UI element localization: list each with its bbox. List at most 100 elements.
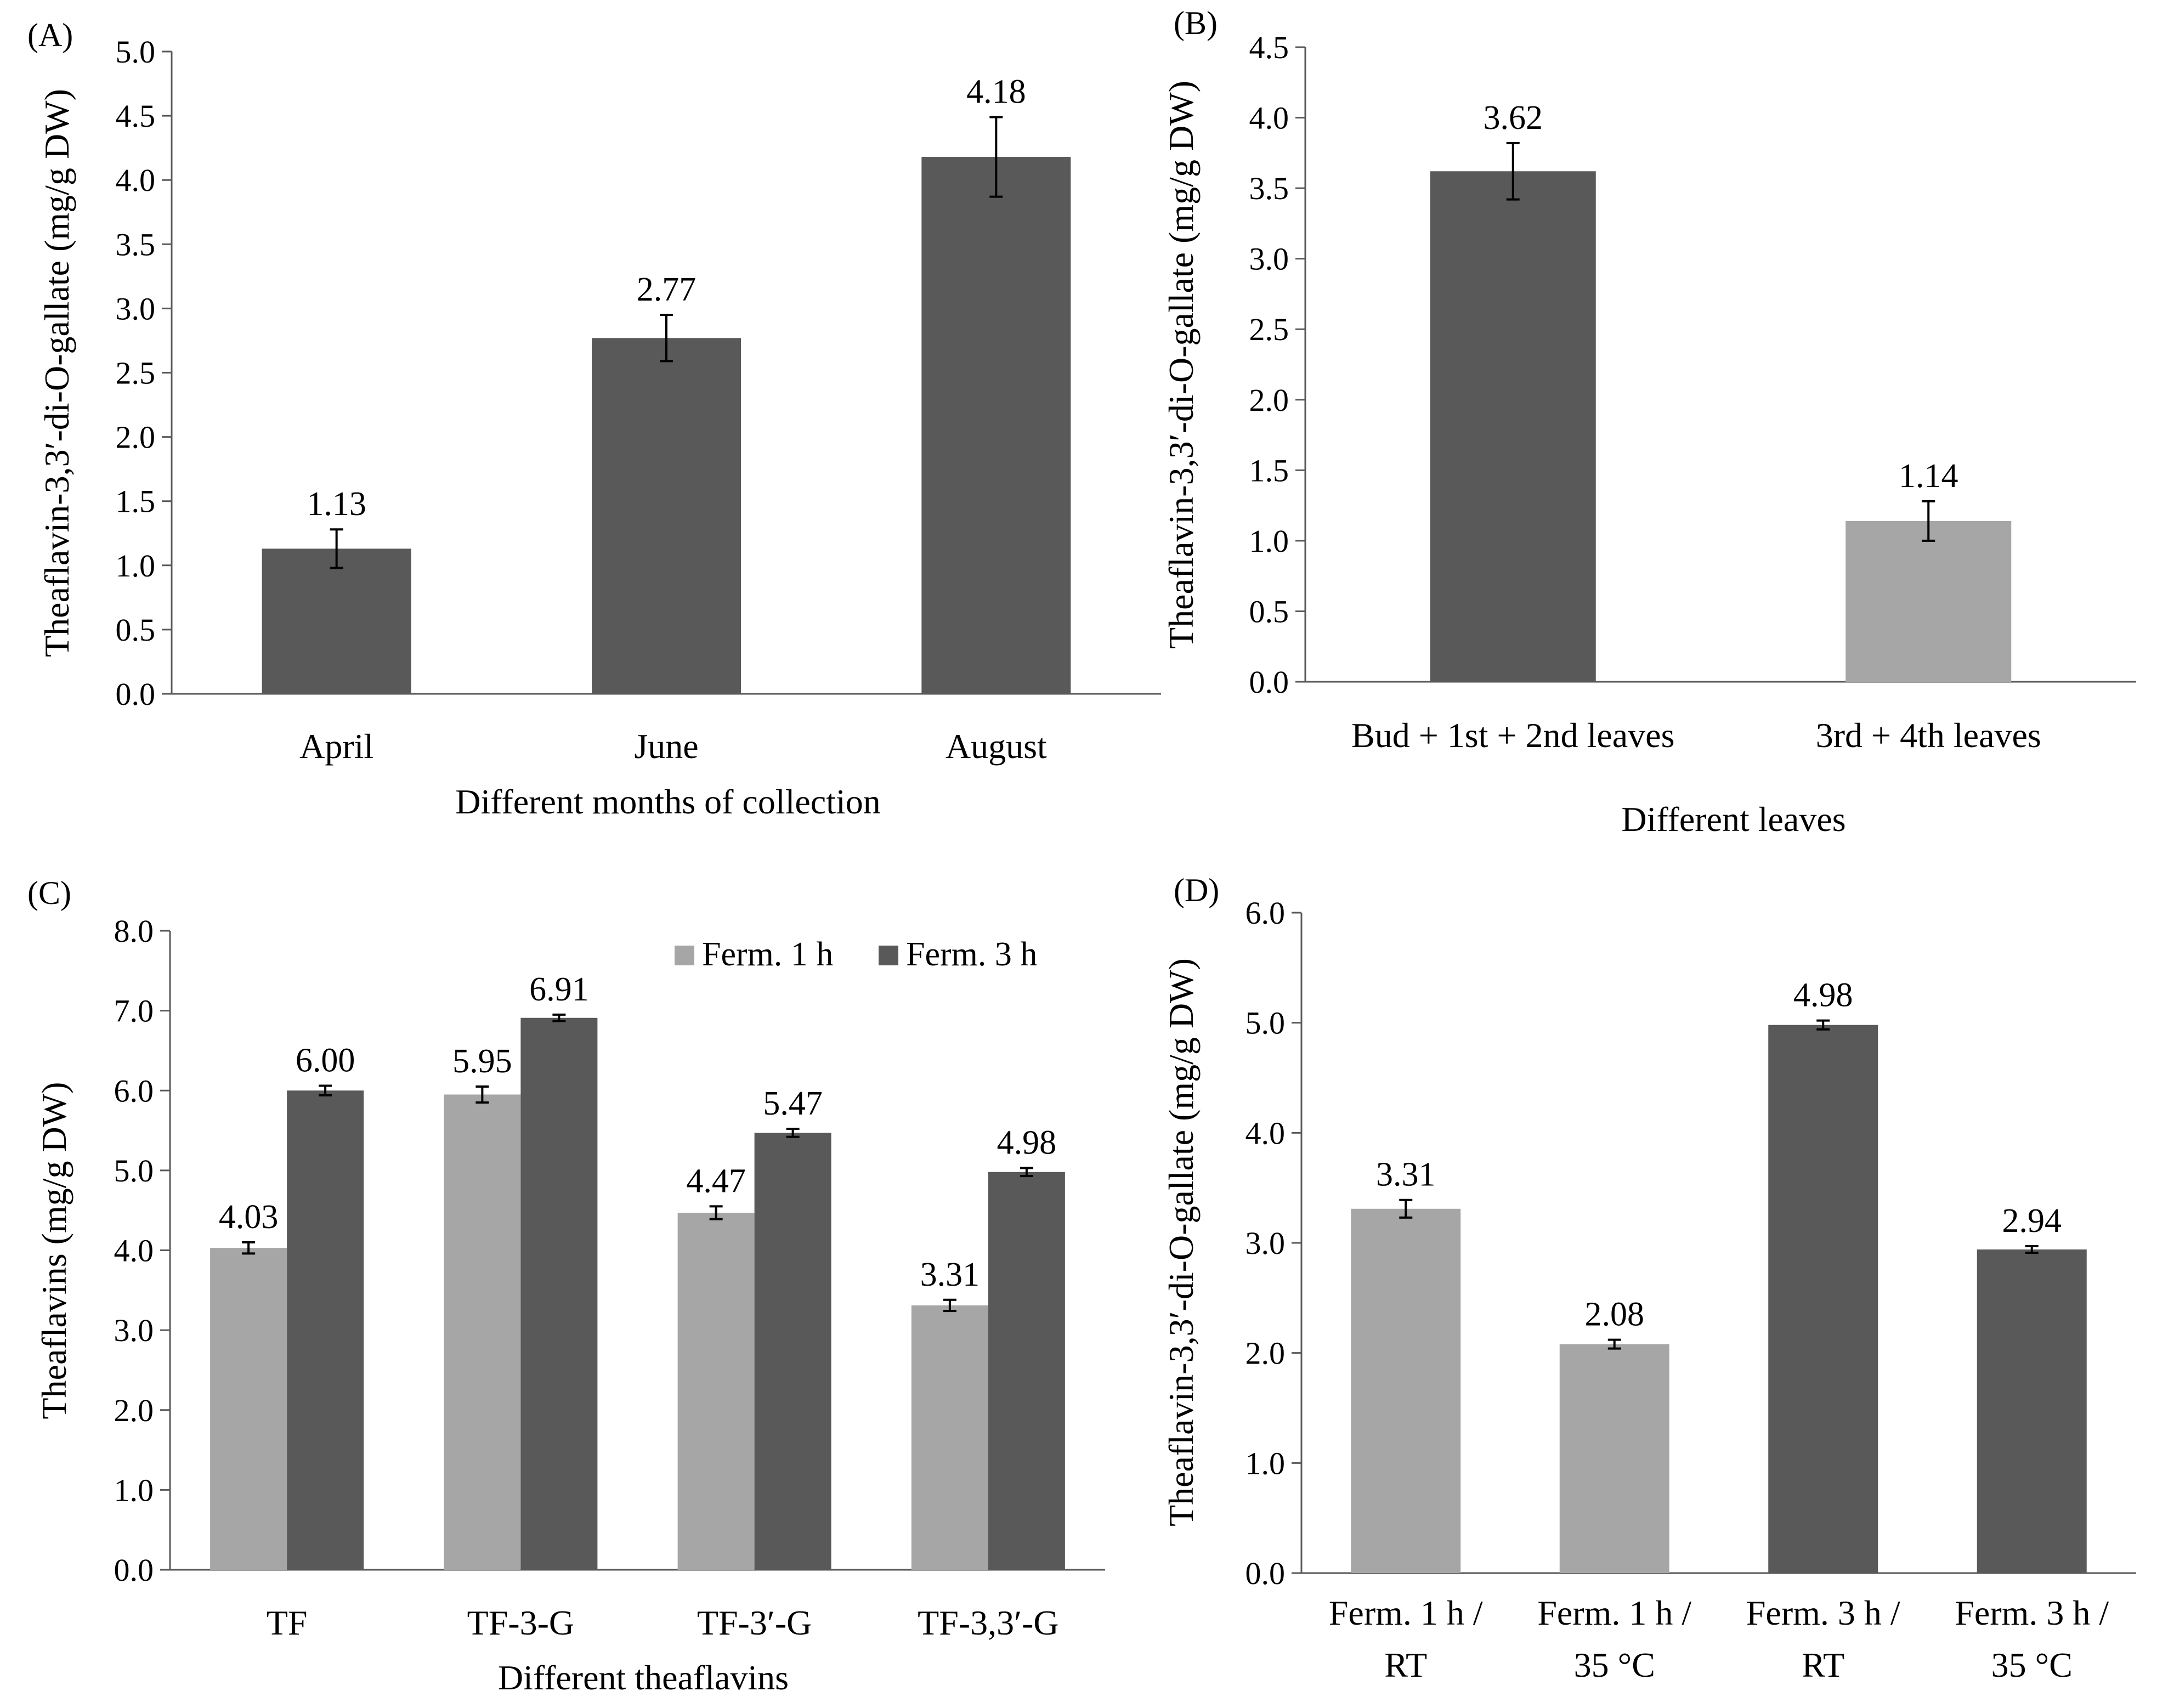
legend-swatch [879,946,898,965]
panel-label: (D) [1174,872,1219,908]
x-category-label: Ferm. 1 h / [1537,1593,1691,1632]
x-axis-title: Different months of collection [455,782,881,821]
bar [1977,1249,2087,1573]
x-category-label: June [634,727,698,766]
x-category-label: August [946,727,1047,766]
x-category-label: TF-3-G [467,1603,575,1642]
y-tick-label: 3.0 [1249,241,1289,277]
panel-1: (B) 0.0 0.5 1.0 1.5 2.0 2.5 3.0 3.5 4.0 4.5 Theafla… [1162,5,2136,839]
y-tick-label: 0.5 [116,612,156,648]
y-tick-label: 5.0 [116,34,156,70]
data-label: 1.13 [307,485,366,523]
data-label: 5.47 [763,1085,823,1122]
y-axis-title: Theaflavin-3,3′-di-O-gallate (mg/g DW) [37,89,76,657]
x-category-label: Ferm. 3 h / [1955,1593,2109,1632]
y-tick-label: 0.0 [114,1552,154,1588]
panel-label: (C) [27,875,71,911]
y-tick-label: 2.0 [1249,382,1289,418]
y-tick-label: 3.0 [116,291,156,326]
y-axis-title: Theaflavin-3,3′-di-O-gallate (mg/g DW) [1162,81,1201,649]
x-category-label: 3rd + 4th leaves [1816,716,2041,755]
x-axis-title: Different leaves [1621,800,1845,839]
data-label: 5.95 [452,1043,512,1080]
y-tick-label: 4.0 [116,162,156,198]
legend-label: Ferm. 3 h [906,936,1037,973]
data-label: 2.08 [1585,1296,1645,1333]
bar [1351,1208,1461,1573]
bar [520,1017,598,1570]
data-label: 4.98 [1793,977,1853,1014]
y-tick-label: 3.0 [1245,1225,1286,1261]
bar [754,1133,831,1570]
y-tick-label: 5.0 [114,1153,154,1189]
x-category-label: Ferm. 3 h / [1746,1593,1900,1632]
y-tick-label: 0.0 [1245,1556,1286,1591]
y-tick-label: 3.5 [1249,171,1289,206]
y-tick-label: 4.0 [1245,1115,1286,1151]
data-label: 6.00 [296,1042,355,1079]
data-label: 2.94 [2002,1202,2062,1240]
legend-swatch [675,946,694,965]
y-tick-label: 1.5 [1249,453,1289,488]
panel-label: (B) [1174,5,1218,41]
y-tick-label: 4.5 [116,98,156,134]
bar [677,1213,755,1570]
data-label: 3.31 [920,1256,980,1293]
x-axis-title: Different theaflavins [498,1658,789,1697]
x-category-label: Ferm. 1 h / [1329,1593,1483,1632]
bar [210,1248,287,1570]
x-category-label: RT [1802,1645,1844,1684]
legend-label: Ferm. 1 h [702,936,833,973]
y-tick-label: 0.0 [116,676,156,712]
panel-label: (A) [27,17,73,53]
y-tick-label: 5.0 [1245,1005,1286,1041]
bar [262,548,411,694]
data-label: 4.18 [966,73,1026,110]
panel-3: (D) 0.0 1.0 2.0 3.0 4.0 5.0 6.0 Theaflavin-3,3′-… [1162,872,2136,1684]
y-tick-label: 1.0 [1245,1445,1286,1481]
bar [1430,171,1596,682]
bar [1768,1025,1878,1573]
bar [444,1094,521,1570]
data-label: 3.62 [1484,99,1543,137]
data-label: 3.31 [1376,1156,1436,1194]
y-tick-label: 7.0 [114,993,154,1029]
y-tick-label: 8.0 [114,913,154,949]
y-tick-label: 4.0 [114,1233,154,1269]
y-tick-label: 2.5 [1249,312,1289,347]
x-category-label: TF-3′-G [697,1603,812,1642]
y-tick-label: 2.0 [116,420,156,455]
y-tick-label: 1.0 [114,1472,154,1508]
y-tick-label: 2.5 [116,355,156,391]
bar [921,157,1071,694]
y-tick-label: 3.0 [114,1313,154,1348]
data-label: 4.98 [997,1124,1057,1162]
data-label: 1.14 [1899,457,1958,495]
x-category-label: 35 °C [1991,1645,2073,1684]
y-axis-title: Theaflavins (mg/g DW) [35,1082,73,1419]
data-label: 4.03 [219,1198,279,1236]
y-tick-label: 2.0 [1245,1336,1286,1371]
y-tick-label: 6.0 [114,1073,154,1108]
x-category-label: 35 °C [1574,1645,1655,1684]
y-tick-label: 1.5 [116,484,156,519]
x-category-label: TF-3,3′-G [918,1603,1059,1642]
bar [1559,1344,1669,1573]
y-tick-label: 0.0 [1249,664,1289,700]
panel-2: (C) 0.0 1.0 2.0 3.0 4.0 5.0 6.0 7.0 8.0 Theaflavin… [27,875,1105,1697]
x-category-label: April [299,727,373,766]
y-tick-label: 4.0 [1249,100,1289,136]
panel-0: (A) 0.0 0.5 1.0 1.5 2.0 2.5 3.0 3.5 4.0 4.5 5.0 Thea… [27,17,1161,821]
data-label: 6.91 [529,971,589,1008]
bar [287,1090,364,1570]
y-tick-label: 4.5 [1249,30,1289,65]
y-tick-label: 0.5 [1249,593,1289,629]
y-tick-label: 2.0 [114,1393,154,1428]
data-label: 4.47 [686,1162,746,1200]
x-category-label: TF [267,1603,308,1642]
y-tick-label: 6.0 [1245,895,1286,931]
y-tick-label: 1.0 [116,548,156,584]
bar [911,1305,988,1570]
data-label: 2.77 [637,271,697,308]
